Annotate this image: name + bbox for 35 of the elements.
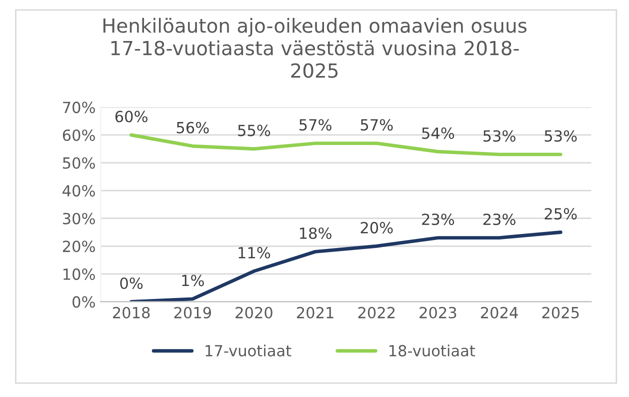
data-label: 23% bbox=[483, 214, 516, 226]
data-label: 55% bbox=[238, 124, 270, 136]
x-tick-label: 2022 bbox=[358, 306, 395, 318]
data-label: 25% bbox=[544, 208, 577, 220]
y-tick-label: 60% bbox=[62, 129, 95, 141]
data-label: 18% bbox=[300, 227, 332, 240]
x-tick-label: 2018 bbox=[112, 306, 150, 318]
x-tick-label: 2025 bbox=[542, 306, 579, 318]
y-tick-label: 10% bbox=[64, 268, 95, 280]
x-tick-label: 2019 bbox=[174, 306, 211, 318]
x-tick-label: 2020 bbox=[236, 306, 272, 318]
data-label: 57% bbox=[299, 119, 332, 131]
x-tick-label: 2023 bbox=[420, 306, 456, 318]
legend-label: 17-vuotiaat bbox=[206, 344, 292, 356]
x-tick-label: 2024 bbox=[480, 306, 518, 318]
y-tick-label: 70% bbox=[63, 102, 95, 114]
y-tick-label: 50% bbox=[63, 157, 95, 169]
data-label: 23% bbox=[422, 214, 454, 226]
data-label: 20% bbox=[360, 222, 393, 234]
chart-title: Henkilöauton ajo-oikeuden omaavien osuus 17-18-vuotiaasta väestöstä vuosina 2018- 2025 bbox=[103, 18, 526, 78]
data-label: 53% bbox=[483, 130, 516, 142]
y-tick-label: 20% bbox=[62, 240, 95, 252]
x-tick-label: 2021 bbox=[296, 306, 334, 318]
data-label: 56% bbox=[176, 122, 209, 134]
data-label: 0% bbox=[120, 277, 143, 290]
data-label: 57% bbox=[360, 119, 393, 131]
legend-label: 18-vuotiaat bbox=[390, 344, 476, 356]
data-label: 53% bbox=[544, 130, 577, 142]
data-label: 60% bbox=[115, 110, 148, 122]
data-label: 54% bbox=[422, 127, 454, 139]
data-label: 11% bbox=[238, 246, 270, 258]
y-tick-label: 30% bbox=[62, 212, 95, 224]
y-tick-label: 40% bbox=[62, 185, 95, 197]
data-label: 1% bbox=[182, 274, 204, 286]
y-tick-label: 0% bbox=[72, 296, 95, 308]
